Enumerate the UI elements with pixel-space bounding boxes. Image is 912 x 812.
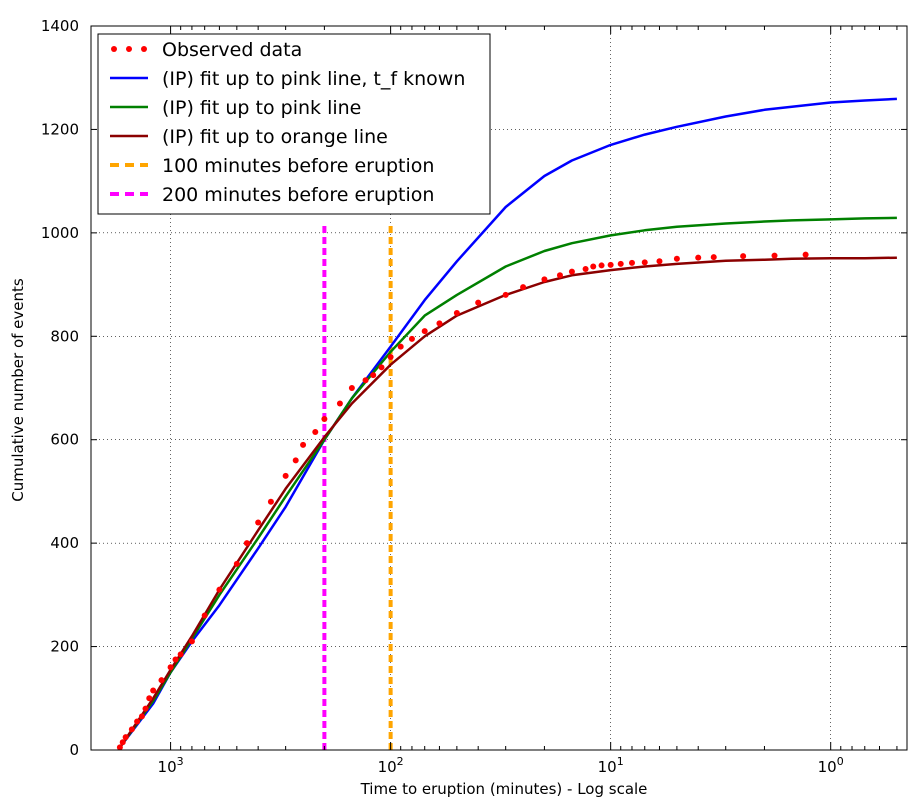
observed-point — [362, 377, 369, 384]
legend-label: 200 minutes before eruption — [162, 184, 434, 206]
x-tick-label: 100 — [818, 755, 844, 776]
observed-point — [387, 353, 394, 360]
observed-point — [216, 586, 223, 593]
y-tick-label: 200 — [50, 638, 79, 656]
observed-point — [421, 328, 428, 335]
legend-label: (IP) fit up to orange line — [162, 126, 388, 148]
observed-point — [436, 320, 443, 327]
y-tick-label: 1000 — [41, 224, 79, 242]
observed-point — [740, 253, 747, 260]
observed-point — [598, 262, 605, 269]
observed-point — [336, 400, 343, 407]
observed-point — [590, 263, 597, 270]
legend-marker — [111, 46, 117, 52]
y-tick-label: 600 — [50, 431, 79, 449]
observed-point — [453, 310, 460, 317]
observed-point — [119, 739, 126, 746]
legend-marker — [141, 46, 147, 52]
observed-point — [617, 260, 624, 267]
observed-point — [695, 254, 702, 261]
observed-point — [233, 560, 240, 567]
observed-point — [348, 385, 355, 391]
x-axis-label: Time to eruption (minutes) - Log scale — [360, 780, 648, 798]
observed-point — [122, 734, 129, 741]
series-3-line — [118, 256, 897, 749]
observed-point — [628, 259, 635, 266]
observed-point — [520, 284, 527, 291]
observed-point — [370, 372, 377, 379]
legend-label: 100 minutes before eruption — [162, 155, 434, 177]
series-2-line — [118, 216, 897, 749]
x-tick-label: 103 — [158, 755, 184, 776]
observed-point — [568, 268, 575, 275]
observed-point — [502, 291, 509, 298]
observed-point — [267, 498, 274, 505]
legend-box — [97, 33, 491, 215]
observed-point — [710, 254, 717, 261]
observed-point — [150, 687, 157, 694]
legend-label: Observed data — [162, 39, 302, 61]
y-tick-label: 800 — [50, 327, 79, 345]
observed-point — [556, 272, 563, 279]
y-tick-label: 1200 — [41, 120, 79, 138]
observed-point — [378, 364, 385, 371]
series-layer — [116, 97, 897, 751]
observed-point — [158, 677, 165, 684]
legend-marker — [126, 46, 132, 52]
observed-point — [321, 416, 328, 423]
observed-point — [771, 252, 778, 259]
observed-point — [641, 259, 648, 266]
ticks: 0 200 400 600 800 1000 1200 1400 103 102 101 100 — [41, 17, 907, 776]
observed-point — [292, 457, 299, 464]
observed-point — [172, 656, 179, 663]
observed-point — [243, 540, 250, 547]
observed-point — [255, 519, 262, 526]
observed-point — [582, 266, 589, 273]
observed-point — [134, 718, 141, 725]
observed-point — [300, 441, 307, 448]
observed-point — [408, 335, 415, 342]
series-1-line — [118, 97, 897, 749]
x-tick-label: 101 — [598, 755, 624, 776]
observed-point — [282, 472, 289, 479]
observed-point — [312, 428, 319, 435]
y-tick-label: 400 — [50, 534, 79, 552]
observed-point — [201, 612, 208, 619]
observed-point — [673, 255, 680, 262]
observed-point — [146, 695, 153, 702]
observed-point — [116, 744, 123, 751]
observed-point — [397, 343, 404, 350]
observed-point — [167, 664, 174, 671]
observed-point — [138, 713, 145, 720]
observed-point — [802, 251, 809, 258]
observed-point — [188, 638, 195, 645]
legend-label: (IP) fit up to pink line, t_f known — [162, 68, 465, 90]
observed-point — [656, 258, 663, 265]
x-tick-label: 102 — [378, 755, 404, 776]
legend-label: (IP) fit up to pink line — [162, 97, 361, 119]
y-tick-label: 0 — [69, 741, 79, 759]
observed-point — [475, 299, 482, 306]
legend: Observed data (IP) fit up to pink line, t… — [97, 33, 491, 215]
observed-point — [541, 276, 548, 283]
observed-point — [177, 651, 184, 658]
plot-frame — [90, 25, 908, 751]
observed-point — [607, 261, 614, 268]
observed-point — [142, 705, 149, 712]
observed-point — [128, 726, 135, 733]
y-tick-label: 1400 — [41, 17, 79, 35]
y-axis-label: Cumulative number of events — [9, 278, 27, 502]
